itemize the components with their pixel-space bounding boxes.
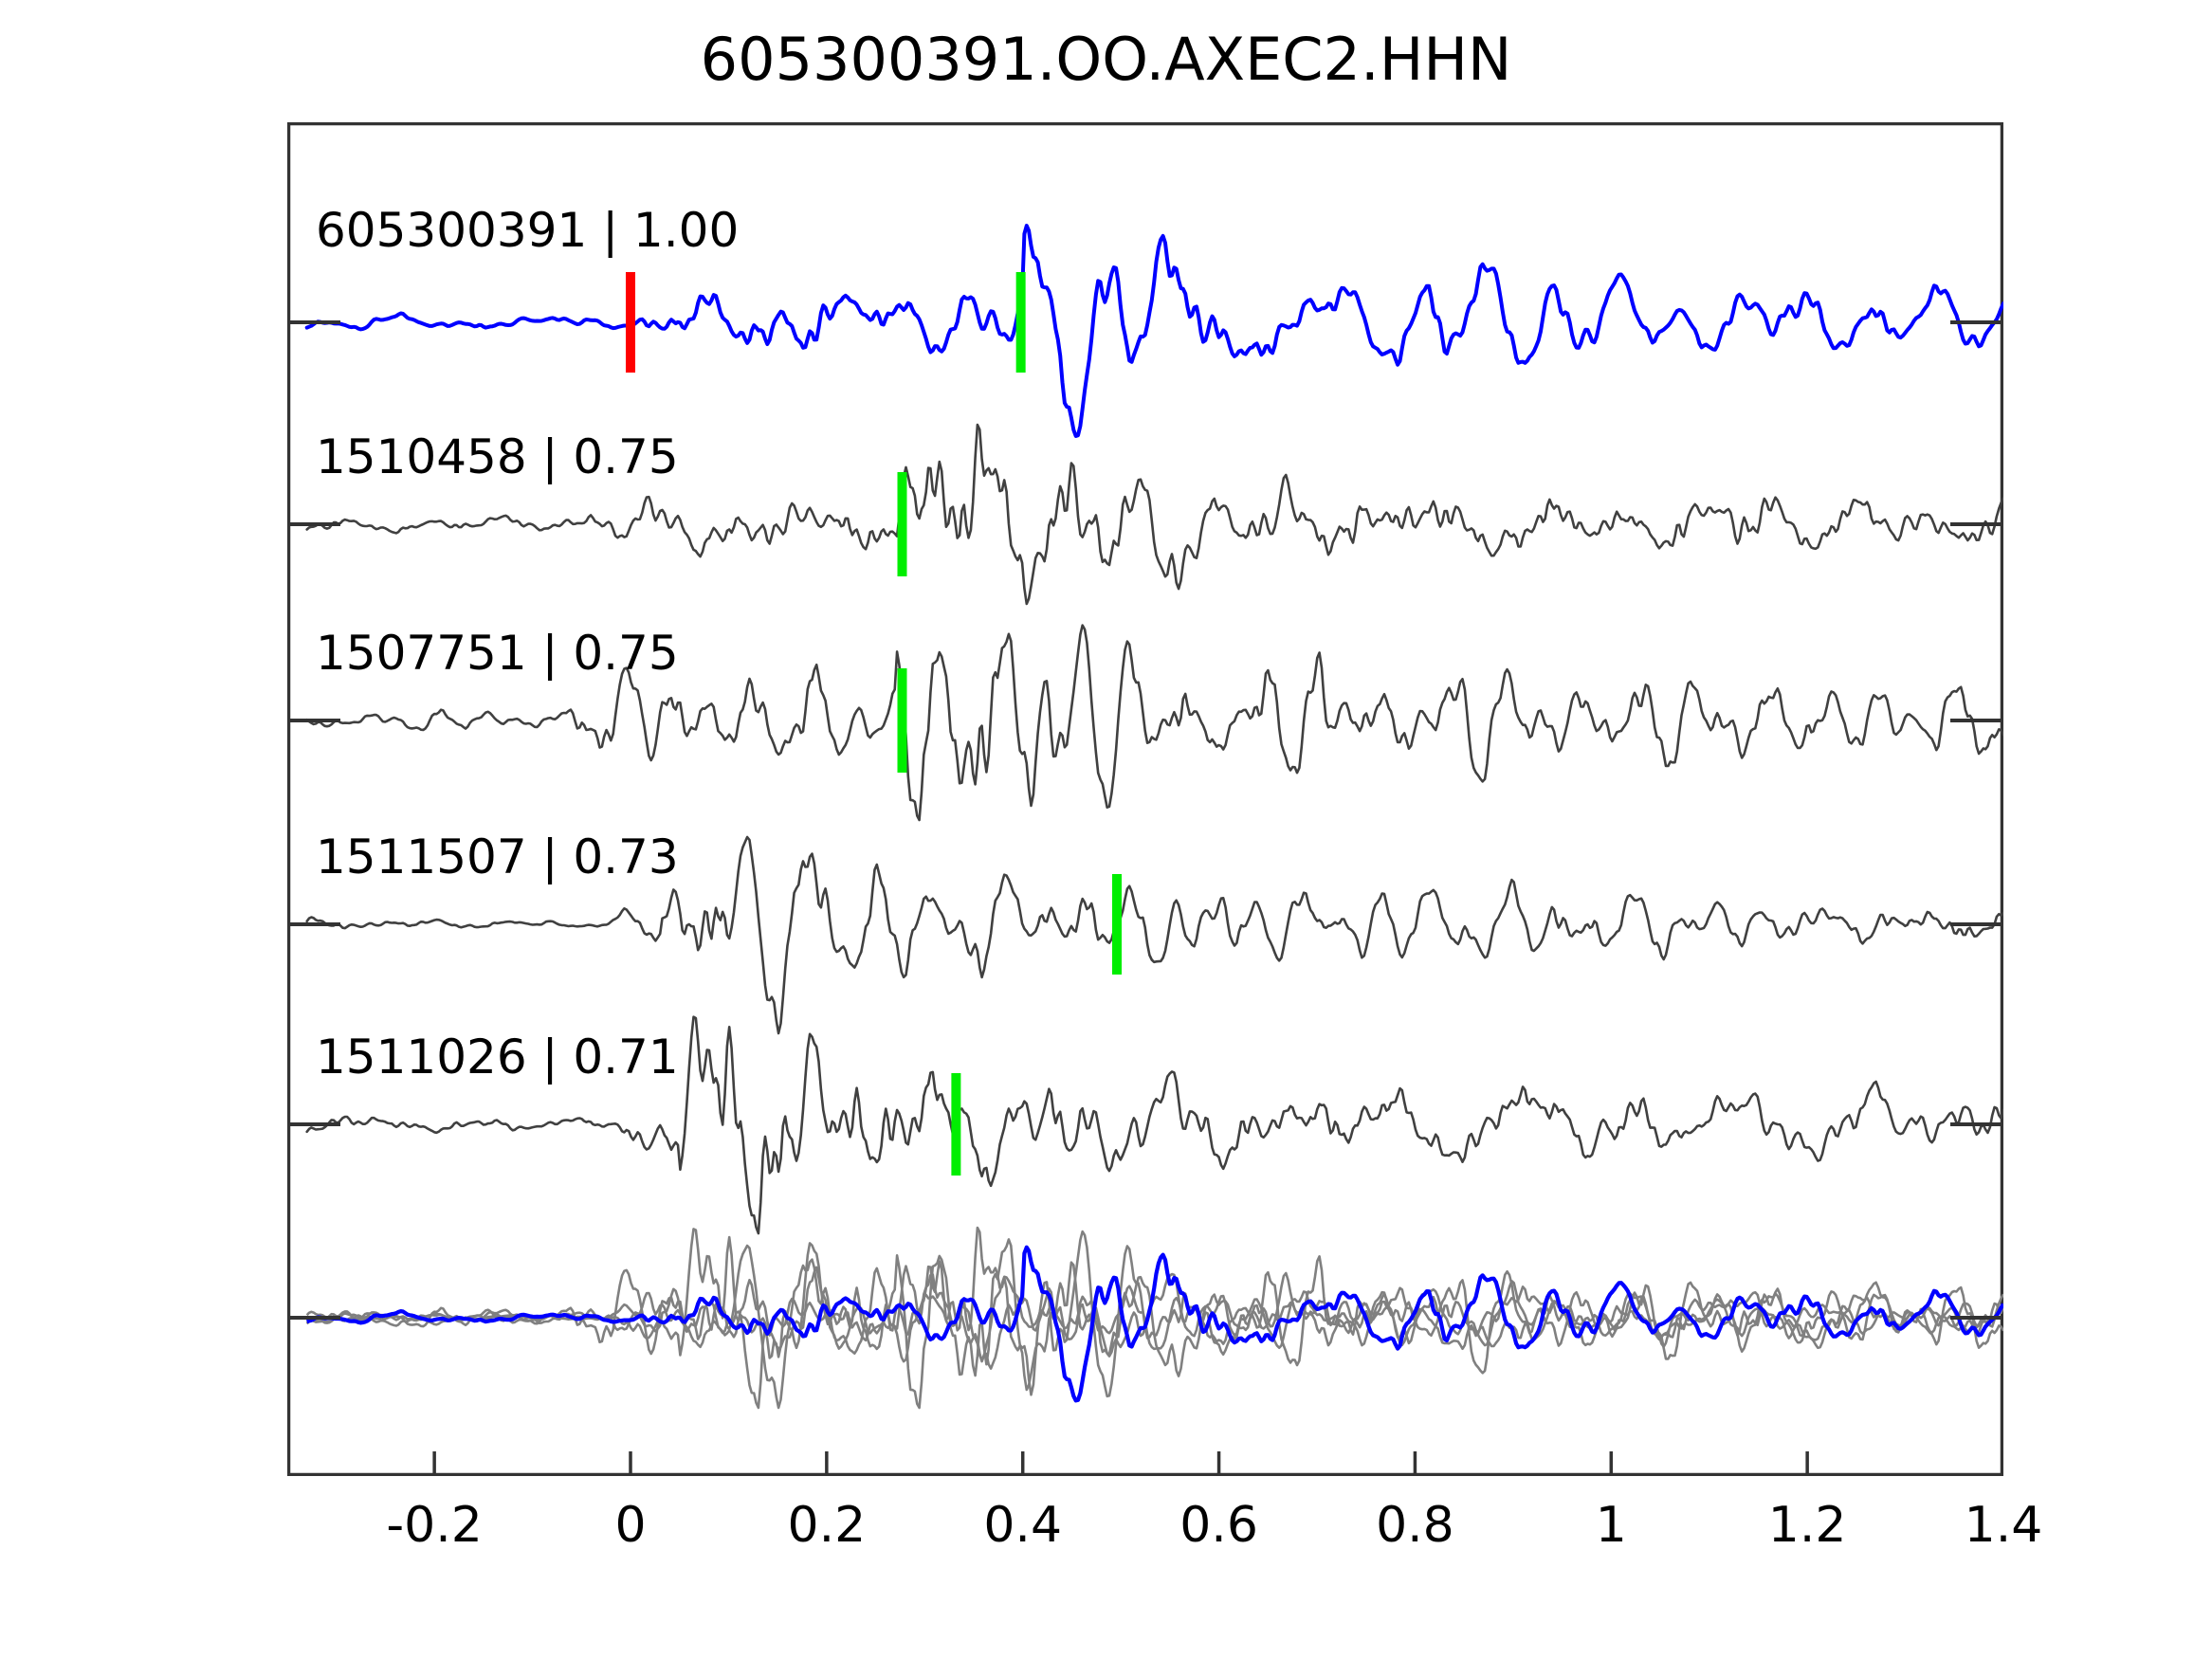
x-axis-tick-label: 0.6 [1179, 1497, 1258, 1554]
x-axis-tick-label: -0.2 [386, 1497, 483, 1554]
x-axis-tick-label: 1.2 [1767, 1497, 1847, 1554]
x-axis-tick-label: 0.8 [1376, 1497, 1454, 1554]
x-axis-tick-label: 1.4 [1964, 1497, 2043, 1554]
waveform-trace [305, 624, 2003, 822]
page-title: 605300391.OO.AXEC2.HHN [700, 25, 1512, 94]
x-axis-tick-label: 0 [614, 1497, 647, 1554]
x-axis-tick-label: 0.4 [983, 1497, 1063, 1554]
trace-label: 605300391 | 1.00 [316, 203, 740, 258]
s-pick-marker [951, 1073, 961, 1176]
trace-label: 1510458 | 0.75 [316, 429, 679, 484]
s-pick-marker [1015, 272, 1026, 373]
x-axis-tick-label: 0.2 [787, 1497, 867, 1554]
trace-label: 1511026 | 0.71 [316, 1030, 679, 1085]
waveform-trace [305, 423, 2003, 606]
s-pick-marker [897, 472, 907, 576]
overlay-stack [305, 1226, 2003, 1410]
plot-area [287, 122, 2003, 1476]
s-pick-marker [897, 668, 907, 773]
p-pick-marker [626, 272, 635, 373]
waveform-trace [305, 835, 2003, 1035]
s-pick-marker [1112, 874, 1123, 975]
x-axis-tick-label: 1 [1595, 1497, 1627, 1554]
trace-label: 1507751 | 0.75 [316, 626, 679, 681]
trace-label: 1511507 | 0.73 [316, 830, 679, 884]
waveform-trace [305, 1015, 2003, 1235]
waveform-canvas [287, 122, 2003, 1476]
waveform-trace [304, 224, 2003, 438]
